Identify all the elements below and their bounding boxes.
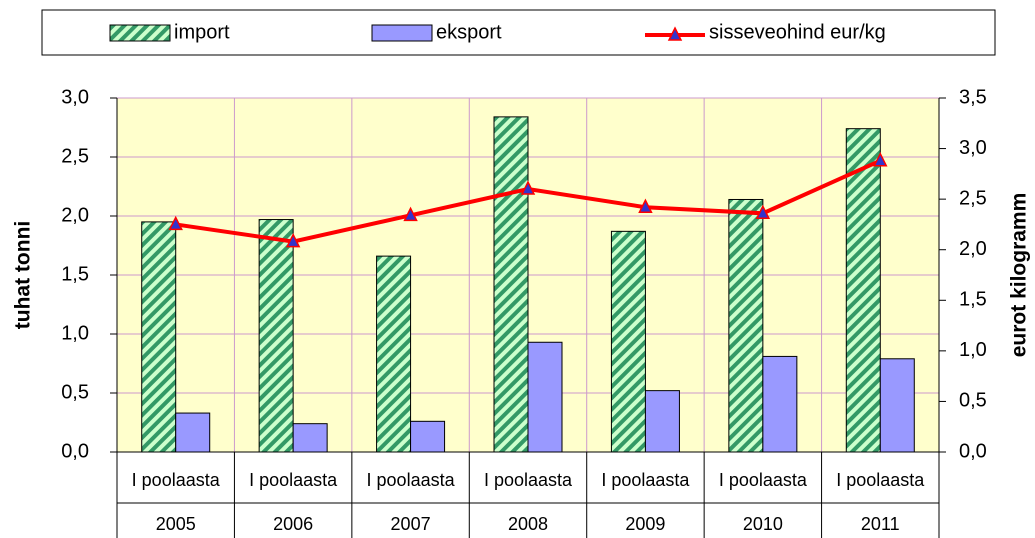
bar (728, 198, 764, 453)
x-category-label: 2009 (625, 514, 665, 534)
line-marker (755, 204, 771, 220)
x-subcategory-label: I poolaasta (719, 470, 808, 490)
y-axis-title: tuhat tonni (12, 221, 35, 329)
y-tick-label: 3,0 (61, 86, 89, 108)
y2-tick-label: 0,5 (959, 390, 987, 412)
bar (493, 116, 529, 453)
legend-label: import (174, 21, 230, 43)
y-tick-label: 2,5 (61, 145, 89, 167)
legend-swatch (109, 24, 171, 42)
x-category-label: 2007 (391, 514, 431, 534)
bar (141, 221, 177, 453)
bar (175, 412, 211, 453)
legend (41, 9, 996, 56)
bar (258, 219, 294, 453)
legend-label: sisseveohind eur/kg (709, 21, 886, 43)
x-subcategory-label: I poolaasta (367, 470, 456, 490)
x-subcategory-label: I poolaasta (132, 470, 221, 490)
bar (879, 358, 915, 453)
y2-tick-label: 2,0 (959, 238, 987, 260)
bar (644, 390, 680, 453)
line-marker (638, 198, 653, 213)
y-tick-label: 1,0 (61, 322, 89, 344)
y-tick-label: 2,0 (61, 204, 89, 226)
x-subcategory-label: I poolaasta (249, 470, 338, 490)
line-marker (168, 215, 183, 231)
legend-label: eksport (436, 21, 502, 43)
x-subcategory-label: I poolaasta (484, 470, 573, 490)
line-marker (873, 152, 888, 167)
line-marker (520, 180, 536, 195)
y2-tick-label: 3,5 (959, 86, 987, 108)
y-tick-label: 1,5 (61, 263, 89, 285)
bar (527, 341, 563, 453)
line-marker (403, 206, 418, 222)
x-category-label: 2008 (508, 514, 548, 534)
y-tick-label: 0,5 (61, 381, 89, 403)
legend-marker (667, 26, 683, 41)
x-category-label: 2006 (273, 514, 313, 534)
y2-tick-label: 1,0 (959, 339, 987, 361)
y-tick-label: 0,0 (61, 440, 89, 462)
line-marker (285, 232, 301, 248)
x-category-label: 2010 (743, 514, 783, 534)
x-category-label: 2005 (156, 514, 196, 534)
y2-tick-label: 1,5 (959, 289, 987, 311)
x-subcategory-label: I poolaasta (601, 470, 690, 490)
bar (762, 355, 798, 453)
legend-swatch (371, 24, 433, 42)
y2-tick-label: 2,5 (959, 187, 987, 209)
bar (292, 423, 328, 453)
x-subcategory-label: I poolaasta (836, 470, 925, 490)
bar (610, 230, 646, 453)
x-category-label: 2011 (861, 514, 900, 534)
bar (845, 128, 881, 453)
y2-axis-title: eurot kilogramm (1008, 193, 1031, 358)
y2-tick-label: 3,0 (959, 137, 987, 159)
y2-tick-label: 0,0 (959, 440, 987, 462)
bar (410, 420, 446, 453)
bar (376, 255, 412, 453)
